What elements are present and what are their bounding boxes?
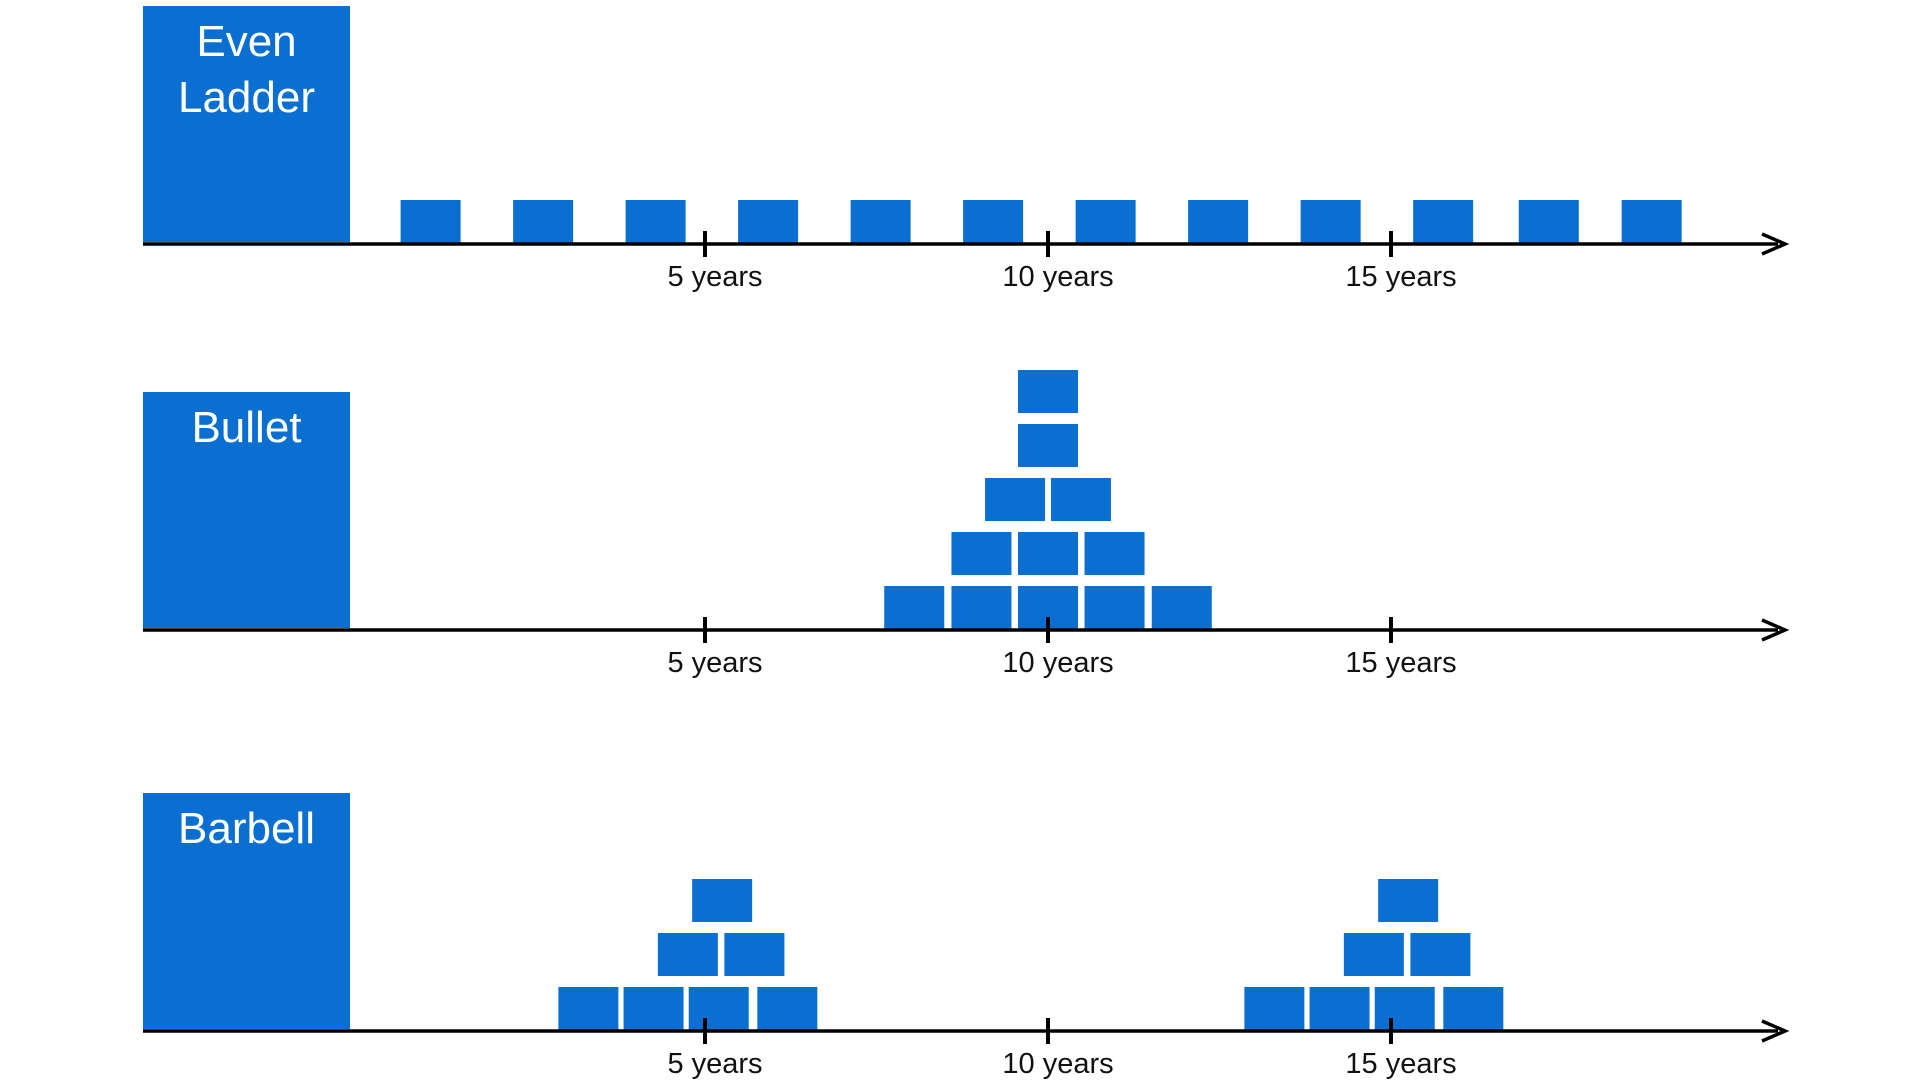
tick-label: 10 years bbox=[1002, 1048, 1113, 1080]
tick-label: 10 years bbox=[1002, 647, 1113, 679]
panel-label-line: Ladder bbox=[178, 73, 315, 122]
panel-bullet: Bullet 5 years 10 years 15 years bbox=[143, 370, 1790, 679]
block bbox=[1443, 987, 1504, 1030]
block bbox=[623, 987, 684, 1030]
block bbox=[1084, 532, 1145, 575]
panel-label-box bbox=[143, 793, 350, 1029]
block-group bbox=[884, 370, 1212, 629]
block-group bbox=[558, 879, 1504, 1030]
panel-label-line: Even bbox=[196, 17, 296, 66]
block bbox=[951, 532, 1012, 575]
panel-label-box bbox=[143, 6, 350, 242]
axis-arrow-icon bbox=[1761, 618, 1790, 642]
block bbox=[951, 586, 1012, 629]
panel-label-line: Bullet bbox=[191, 403, 301, 452]
block bbox=[692, 879, 753, 922]
block bbox=[738, 200, 799, 243]
block bbox=[1518, 200, 1579, 243]
axis-arrow-icon bbox=[1761, 232, 1790, 256]
tick-label: 5 years bbox=[667, 647, 762, 679]
tick-label: 15 years bbox=[1345, 1048, 1456, 1080]
block-group bbox=[400, 200, 1682, 243]
tick-label: 5 years bbox=[667, 1048, 762, 1080]
block bbox=[1018, 532, 1078, 575]
block bbox=[513, 200, 574, 243]
block bbox=[1075, 200, 1136, 243]
block bbox=[400, 200, 461, 243]
panel-barbell: Barbell 5 years 10 years 15 years bbox=[143, 793, 1790, 1080]
axis-arrow-icon bbox=[1761, 1019, 1790, 1043]
block bbox=[1343, 933, 1404, 976]
block bbox=[1378, 879, 1439, 922]
block bbox=[625, 200, 686, 243]
block bbox=[757, 987, 818, 1030]
block bbox=[1374, 987, 1435, 1030]
block bbox=[985, 478, 1046, 521]
block bbox=[1410, 933, 1471, 976]
tick-label: 15 years bbox=[1345, 261, 1456, 293]
block bbox=[688, 987, 749, 1030]
panel-label-line: Barbell bbox=[178, 804, 315, 853]
block bbox=[1621, 200, 1682, 243]
block bbox=[1188, 200, 1249, 243]
tick-label: 15 years bbox=[1345, 647, 1456, 679]
panel-even-ladder: Even Ladder 5 years 10 years 15 years bbox=[143, 6, 1790, 293]
block bbox=[1300, 200, 1361, 243]
block bbox=[657, 933, 718, 976]
block bbox=[850, 200, 911, 243]
block bbox=[1018, 424, 1078, 467]
tick-label: 5 years bbox=[667, 261, 762, 293]
block bbox=[1413, 200, 1474, 243]
block bbox=[1151, 586, 1212, 629]
block bbox=[1084, 586, 1145, 629]
block bbox=[1244, 987, 1305, 1030]
tick-label: 10 years bbox=[1002, 261, 1113, 293]
block bbox=[724, 933, 785, 976]
block bbox=[1050, 478, 1111, 521]
block bbox=[963, 200, 1024, 243]
block bbox=[1018, 370, 1078, 413]
block bbox=[884, 586, 945, 629]
block bbox=[1309, 987, 1370, 1030]
block bbox=[558, 987, 619, 1030]
panel-label-box bbox=[143, 392, 350, 628]
